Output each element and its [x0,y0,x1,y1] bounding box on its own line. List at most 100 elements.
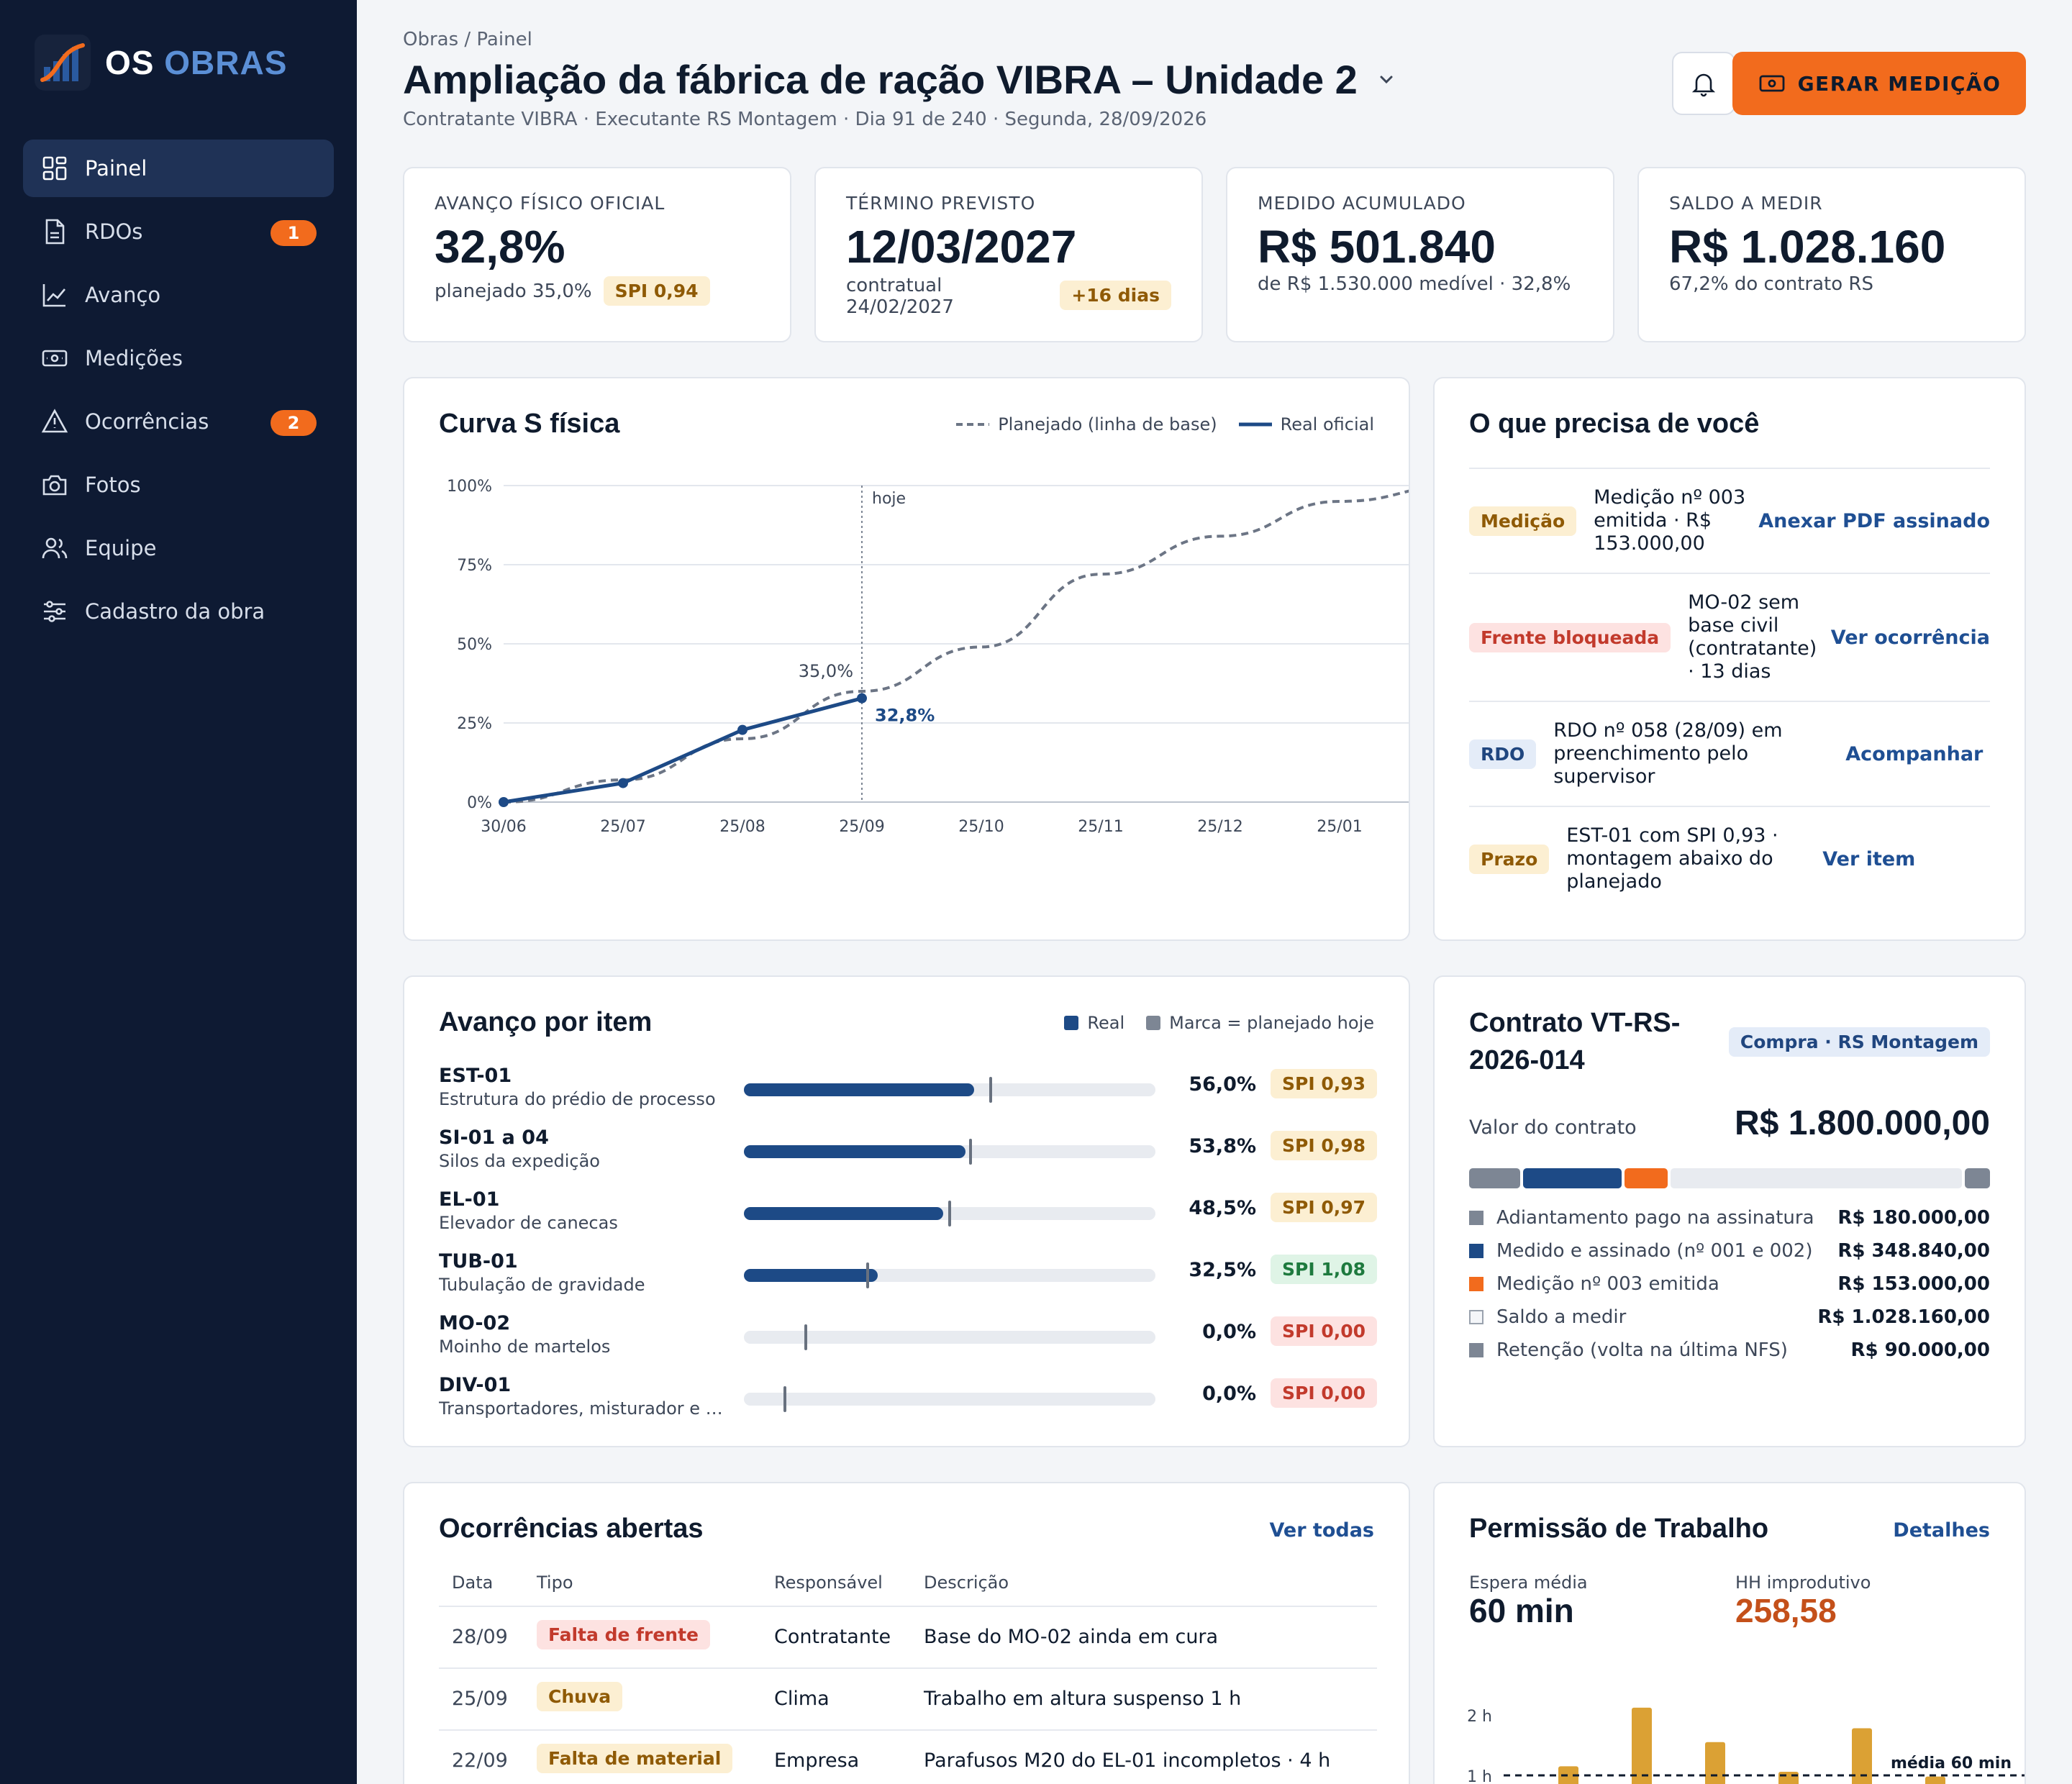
table-row[interactable]: 28/09 Falta de frente Contratante Base d… [439,1606,1377,1667]
column-header-tipo: Tipo [537,1573,573,1593]
contract-legend-row: Adiantamento pago na assinatura R$ 180.0… [1469,1201,1990,1234]
occurrence-type-badge: Falta de frente [537,1620,710,1649]
item-code: EL-01 [439,1188,500,1211]
table-row[interactable]: 22/09 Falta de material Empresa Parafuso… [439,1729,1377,1784]
sidebar-item-painel[interactable]: Painel [23,140,334,197]
kpi-label: AVANÇO FÍSICO OFICIAL [435,193,665,214]
kpi-value: 12/03/2027 [846,221,1077,273]
legend-label: Saldo a medir [1496,1306,1627,1328]
item-progress-row[interactable]: EL-01 Elevador de canecas 48,5% SPI 0,97 [439,1188,1377,1239]
chart-legend: Planejado (linha de base) Real oficial [935,414,1374,434]
follow-rdo-link[interactable]: Acompanhar [1845,742,1984,765]
item-name: Estrutura do prédio de processo [439,1089,716,1109]
kpi-avanco-fisico: AVANÇO FÍSICO OFICIAL 32,8% planejado 35… [403,167,791,342]
action-tag: RDO [1469,739,1537,769]
item-progress-row[interactable]: SI-01 a 04 Silos da expedição 53,8% SPI … [439,1127,1377,1177]
contract-bar-segment [1522,1168,1622,1188]
real-data-point [618,778,628,788]
legend-planned: Planejado (linha de base) [998,414,1217,434]
generate-measurement-label: GERAR MEDIÇÃO [1797,71,2001,96]
permit-bar-chart: 2 h 1 h média 60 min [1467,1707,2025,1784]
page-subtitle: Contratante VIBRA · Executante RS Montag… [403,109,1207,130]
delay-badge: +16 dias [1060,281,1171,310]
item-progress-row[interactable]: DIV-01 Transportadores, misturador e … 0… [439,1374,1377,1424]
item-name: Silos da expedição [439,1151,600,1171]
column-header-data: Data [452,1573,494,1593]
y-tick-label: 75% [457,557,492,575]
attach-pdf-link[interactable]: Anexar PDF assinado [1758,509,1990,532]
action-text: MO-02 sem base civil (contratante) · 13 … [1688,591,1817,683]
sidebar-item-label: Ocorrências [85,409,209,434]
item-progress-row[interactable]: EST-01 Estrutura do prédio de processo 5… [439,1065,1377,1115]
sidebar-item-equipe[interactable]: Equipe [23,519,334,577]
item-code: SI-01 a 04 [439,1127,549,1149]
legend-swatch [1469,1277,1483,1291]
real-data-point [499,797,509,807]
sidebar-item-ocorrencias[interactable]: Ocorrências 2 [23,393,334,450]
item-code: TUB-01 [439,1250,518,1273]
planned-today-marker [865,1262,869,1288]
hh-value: 258,58 [1735,1592,1837,1629]
y-tick-label: 25% [457,715,492,733]
kpi-saldo-a-medir: SALDO A MEDIR R$ 1.028.160 67,2% do cont… [1637,167,2026,342]
legend-swatch [1469,1343,1483,1357]
occurrences-card: Ocorrências abertas Ver todas Data Tipo … [403,1482,1410,1784]
occurrence-description: Parafusos M20 do EL-01 incompletos · 4 h [924,1749,1331,1772]
legend-dashed-swatch [956,423,990,426]
bell-icon [1691,73,1716,97]
sidebar-item-fotos[interactable]: Fotos [23,456,334,514]
occurrence-description: Base do MO-02 ainda em cura [924,1626,1219,1648]
item-progress-row[interactable]: TUB-01 Tubulação de gravidade 32,5% SPI … [439,1250,1377,1301]
view-occurrence-link[interactable]: Ver ocorrência [1830,626,1990,649]
details-link[interactable]: Detalhes [1893,1519,1990,1542]
contract-legend-row: Saldo a medir R$ 1.028.160,00 [1469,1301,1990,1334]
occurrence-type-badge: Chuva [537,1682,623,1711]
contract-title-line2: 2026-014 [1469,1045,1585,1075]
sidebar-nav: Painel RDOs 1 Avanço Medições Ocorrência… [23,140,334,646]
view-item-link[interactable]: Ver item [1822,847,1916,870]
item-percent: 32,5% [1189,1259,1256,1281]
brand-name: OS OBRAS [105,43,287,82]
sidebar-item-label: Medições [85,346,183,370]
card-title: Curva S física [439,409,620,439]
spi-badge: SPI 0,93 [1270,1069,1377,1098]
item-progress-track [744,1201,1155,1226]
real-series-line [503,696,863,804]
action-item: Medição Medição nº 003 emitida · R$ 153.… [1469,468,1990,573]
sidebar-item-label: Fotos [85,473,141,497]
view-all-link[interactable]: Ver todas [1269,1519,1374,1542]
sidebar-item-cadastro[interactable]: Cadastro da obra [23,583,334,640]
column-header-responsavel: Responsável [774,1573,883,1593]
breadcrumb[interactable]: Obras / Painel [403,29,532,50]
item-progress-track [744,1139,1155,1165]
item-progress-row[interactable]: MO-02 Moinho de martelos 0,0% SPI 0,00 [439,1312,1377,1362]
item-progress-fill [744,1269,878,1282]
contract-legend-row: Medido e assinado (nº 001 e 002) R$ 348.… [1469,1234,1990,1268]
spi-badge: SPI 0,00 [1270,1316,1377,1346]
sidebar-item-rdos[interactable]: RDOs 1 [23,203,334,260]
permit-wait-bar [1778,1771,1799,1784]
logo[interactable]: OS OBRAS [35,35,287,91]
legend-label: Adiantamento pago na assinatura [1496,1207,1814,1229]
work-permit-card: Permissão de Trabalho Detalhes Espera mé… [1433,1482,2026,1784]
notifications-button[interactable] [1672,52,1735,115]
legend-real: Real [1087,1013,1125,1033]
kpi-value: R$ 501.840 [1258,221,1496,273]
real-data-point [857,693,867,704]
item-percent: 0,0% [1202,1383,1256,1405]
generate-measurement-button[interactable]: GERAR MEDIÇÃO [1732,52,2026,115]
chevron-down-icon[interactable] [1376,70,1396,90]
sidebar-item-medicoes[interactable]: Medições [23,329,334,387]
occurrence-owner: Empresa [774,1749,860,1772]
page-header: Obras / Painel Ampliação da fábrica de r… [403,29,2026,137]
contract-legend-row: Retenção (volta na última NFS) R$ 90.000… [1469,1334,1990,1367]
spi-badge: SPI 1,08 [1270,1255,1377,1284]
contract-title: Contrato VT-RS- 2026-014 [1469,1004,1680,1079]
line-chart-icon [42,284,65,307]
real-data-point [737,724,748,735]
item-percent: 0,0% [1202,1321,1256,1343]
sidebar-item-avanco[interactable]: Avanço [23,266,334,324]
table-row[interactable]: 25/09 Chuva Clima Trabalho em altura sus… [439,1667,1377,1729]
items-legend: Real Marca = planejado hoje [1042,1013,1374,1033]
money-icon [1759,75,1784,92]
